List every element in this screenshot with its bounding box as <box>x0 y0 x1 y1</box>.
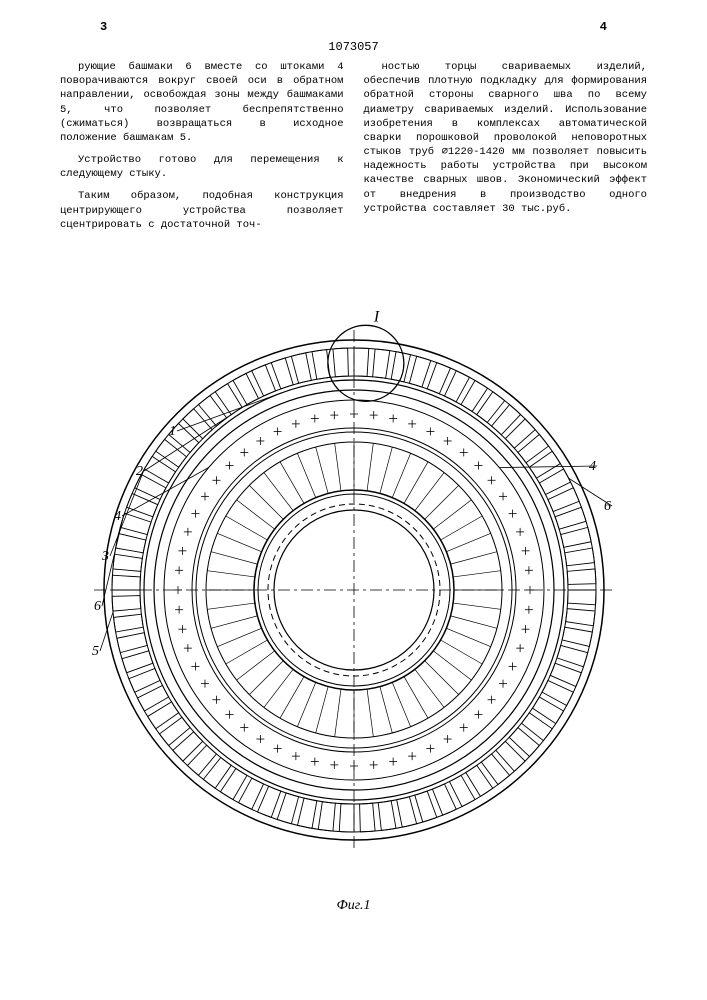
page: 3 4 1073057 рующие башмаки 6 вместе со ш… <box>0 0 707 1000</box>
column-left: рующие башмаки 6 вместе со штоками 4 пов… <box>60 60 344 240</box>
svg-text:4: 4 <box>589 459 596 474</box>
para-2: Устройство готово для перемещения к след… <box>60 153 344 181</box>
svg-text:I: I <box>372 310 379 325</box>
figure-caption: Фиг.1 <box>0 898 707 914</box>
para-1: рующие башмаки 6 вместе со штоками 4 пов… <box>60 60 344 145</box>
para-3: Таким образом, подобная конструкция цент… <box>60 189 344 232</box>
svg-text:2: 2 <box>136 464 143 479</box>
document-number: 1073057 <box>328 40 378 54</box>
svg-text:1: 1 <box>169 424 176 439</box>
svg-text:3: 3 <box>101 549 109 564</box>
column-right: ностью торцы свариваемых изделий, обеспе… <box>364 60 648 240</box>
figure-svg: I 1 2 4 3 6 5 4 6 <box>74 310 634 890</box>
figure-container: I 1 2 4 3 6 5 4 6 Фиг.1 <box>0 310 707 914</box>
text-columns: рующие башмаки 6 вместе со штоками 4 пов… <box>60 60 647 240</box>
svg-text:5: 5 <box>92 644 99 659</box>
para-4: ностью торцы свариваемых изделий, обеспе… <box>364 60 648 216</box>
page-num-left: 3 <box>100 20 107 34</box>
svg-text:6: 6 <box>604 499 611 514</box>
svg-text:6: 6 <box>94 599 101 614</box>
page-num-right: 4 <box>600 20 607 34</box>
svg-text:4: 4 <box>114 509 121 524</box>
